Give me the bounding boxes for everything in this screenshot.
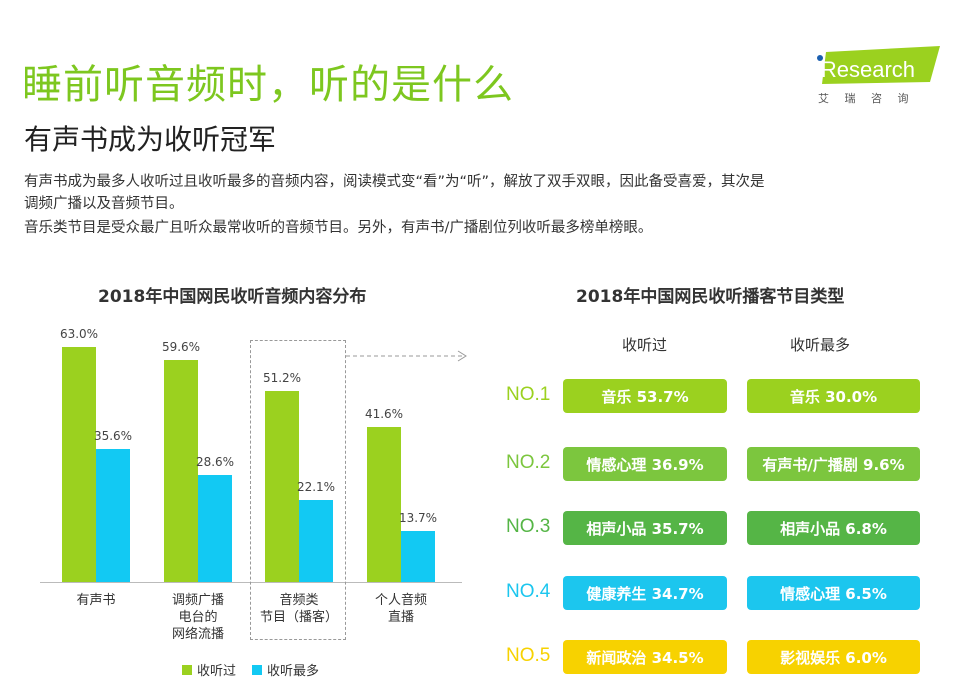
right-chart-title: 2018年中国网民收听播客节目类型 — [576, 287, 845, 307]
logo-cn: 艾 瑞 咨 询 — [818, 92, 915, 105]
value-label: 41.6% — [364, 406, 404, 421]
value-label: 13.7% — [398, 510, 438, 525]
rank-label: NO.4 — [506, 581, 551, 602]
heard-item: 情感心理 36.9% — [563, 447, 727, 481]
value-label: 63.0% — [59, 327, 99, 341]
category-label: 个人音频 直播 — [374, 593, 427, 625]
iresearch-logo: iResearch 艾 瑞 咨 询 — [812, 44, 942, 114]
rank-label: NO.3 — [506, 516, 551, 537]
most-heard-item: 情感心理 6.5% — [747, 576, 920, 610]
category-label: 音频类 节目（播客） — [259, 593, 338, 625]
value-label: 35.6% — [93, 429, 133, 444]
bar — [265, 391, 299, 582]
legend-label: 收听过 — [197, 664, 237, 679]
value-label: 22.1% — [296, 479, 336, 494]
legend-item: 收听过 — [182, 660, 236, 679]
bar — [367, 426, 401, 582]
column-header: 收听过 — [622, 336, 668, 354]
legend-item: 收听最多 — [252, 660, 319, 679]
heard-item: 新闻政治 34.5% — [563, 640, 727, 674]
bar — [96, 449, 130, 582]
value-label: 51.2% — [262, 371, 302, 386]
description-line: 有声书成为最多人收听过且收听最多的音频内容，阅读模式变“看”为“听”，解放了双手… — [24, 174, 765, 190]
most-heard-item: 有声书/广播剧 9.6% — [747, 447, 920, 481]
legend-swatch — [182, 664, 192, 675]
most-heard-item: 相声小品 6.8% — [747, 511, 920, 545]
value-label: 28.6% — [195, 455, 235, 470]
legend-label: 收听最多 — [267, 664, 320, 679]
rank-label: NO.5 — [506, 645, 551, 666]
rank-label: NO.2 — [506, 452, 551, 473]
category-label: 调频广播 电台的 网络流播 — [171, 593, 224, 642]
bar — [62, 347, 96, 582]
bar — [401, 530, 435, 582]
x-axis — [40, 582, 462, 583]
page-title: 睡前听音频时，听的是什么 — [22, 62, 514, 108]
column-header: 收听最多 — [790, 336, 851, 354]
description-line: 调频广播以及音频节目。 — [24, 196, 184, 212]
legend-swatch — [252, 664, 262, 675]
heard-item: 健康养生 34.7% — [563, 576, 727, 610]
page-subtitle: 有声书成为收听冠军 — [24, 123, 277, 156]
description-line: 音乐类节目是受众最广且听众最常收听的音频节目。另外，有声书/广播剧位列收听最多榜… — [24, 220, 653, 236]
heard-item: 相声小品 35.7% — [563, 511, 727, 545]
rank-label: NO.1 — [506, 384, 551, 405]
bar — [299, 499, 333, 582]
most-heard-item: 音乐 30.0% — [747, 379, 920, 413]
svg-text:iResearch: iResearch — [816, 57, 915, 82]
heard-item: 音乐 53.7% — [563, 379, 727, 413]
highlight-box — [250, 340, 346, 640]
most-heard-item: 影视娱乐 6.0% — [747, 640, 920, 674]
value-label: 59.6% — [161, 339, 201, 354]
bar-chart: 收听过 收听最多 63.0% 35.6% 有声书 59.6% 28.6% 调频广播 电台的… — [0, 0, 480, 695]
arrow-icon — [346, 350, 467, 362]
bar — [198, 475, 232, 582]
bar — [164, 359, 198, 582]
left-chart-title: 2018年中国网民收听音频内容分布 — [98, 287, 367, 307]
category-label: 有声书 — [76, 593, 116, 608]
